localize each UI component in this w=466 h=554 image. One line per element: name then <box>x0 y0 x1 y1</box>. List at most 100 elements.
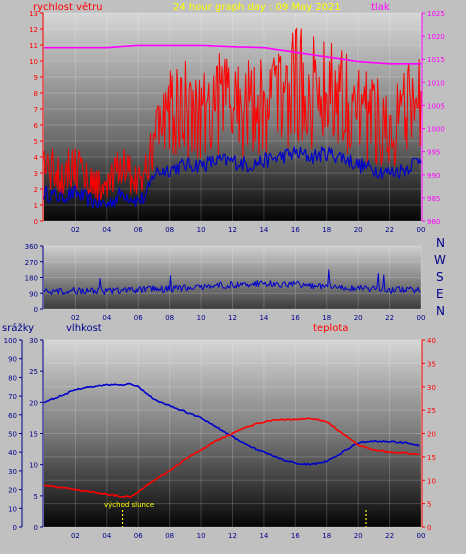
humidity-panel-humidity-tick-15: 15 <box>29 431 38 439</box>
wind-panel-left-tick-7: 7 <box>34 106 38 114</box>
wind-panel-x-tick-00: 00 <box>417 226 426 234</box>
wind-panel-right-tick-1025: 1025 <box>427 10 445 18</box>
humidity-panel-rain-tick-80: 80 <box>8 374 17 382</box>
wind-panel-left-tick-4: 4 <box>34 154 39 162</box>
humidity-panel-x-tick-02: 02 <box>71 532 80 540</box>
wind-panel-left-tick-6: 6 <box>34 122 39 130</box>
wind-panel-x-tick-16: 16 <box>291 226 300 234</box>
wind-panel-x-tick-08: 08 <box>165 226 174 234</box>
humidity-panel-temperature-tick-15: 15 <box>427 454 436 462</box>
series-layer <box>43 27 422 527</box>
wind-speed-series <box>43 27 422 201</box>
wind-panel-right-tick-1015: 1015 <box>427 56 445 64</box>
humidity-panel-temperature-tick-35: 35 <box>427 360 436 368</box>
direction-label-south: S <box>436 270 444 284</box>
humidity-panel-x-tick-12: 12 <box>228 532 237 540</box>
humidity-panel-x-tick-04: 04 <box>102 532 111 540</box>
humidity-panel-temperature-tick-0: 0 <box>427 524 431 532</box>
humidity-panel-rain-tick-50: 50 <box>8 431 17 439</box>
temperature-series <box>43 417 420 499</box>
humidity-panel-temperature-tick-30: 30 <box>427 384 436 392</box>
humidity-panel-temperature-tick-25: 25 <box>427 407 436 415</box>
wind-panel-x-tick-06: 06 <box>134 226 143 234</box>
wind-panel-x-tick-14: 14 <box>259 226 268 234</box>
wind-panel-x-tick-22: 22 <box>385 226 394 234</box>
humidity-panel-temperature-tick-5: 5 <box>427 501 431 509</box>
wind-panel-left-tick-0: 0 <box>34 218 38 226</box>
humidity-panel-x-tick-08: 08 <box>165 532 174 540</box>
wind-panel-right-tick-1000: 1000 <box>427 126 445 134</box>
humidity-panel-temperature-tick-20: 20 <box>427 431 436 439</box>
humidity-panel-x-tick-22: 22 <box>385 532 394 540</box>
axes-layer: 02 04 06 08 10 12 14 16 18 20 22 000123456789101112… <box>4 10 445 540</box>
humidity-panel-x-tick-18: 18 <box>322 532 331 540</box>
direction-panel-x-tick-00: 00 <box>417 314 426 322</box>
wind-panel-right-tick-990: 990 <box>427 172 440 180</box>
direction-panel-x-tick-12: 12 <box>228 314 237 322</box>
temperature-label: teplota <box>313 323 348 334</box>
direction-panel-x-tick-14: 14 <box>259 314 268 322</box>
wind-panel-right-tick-1010: 1010 <box>427 79 445 87</box>
rain-label: srážky <box>2 322 34 334</box>
wind-panel-x-tick-04: 04 <box>102 226 111 234</box>
humidity-panel-rain-tick-70: 70 <box>8 393 17 401</box>
wind-panel-right-tick-1005: 1005 <box>427 102 445 110</box>
wind-panel-left-tick-13: 13 <box>29 10 38 18</box>
wind-panel-left-tick-10: 10 <box>29 58 38 66</box>
humidity-panel-x-tick-14: 14 <box>259 532 268 540</box>
direction-panel-x-tick-02: 02 <box>71 314 80 322</box>
direction-panel-x-tick-10: 10 <box>197 314 206 322</box>
direction-panel-x-tick-08: 08 <box>165 314 174 322</box>
humidity-panel-temperature-tick-10: 10 <box>427 477 436 485</box>
direction-label-west: W <box>434 253 446 267</box>
direction-label-east: E <box>436 287 444 301</box>
direction-panel-x-tick-16: 16 <box>291 314 300 322</box>
wind-panel-left-tick-8: 8 <box>34 90 38 98</box>
humidity-panel-rain-tick-20: 20 <box>8 487 17 495</box>
wind-panel-left-tick-1: 1 <box>34 202 38 210</box>
humidity-panel-x-tick-00: 00 <box>417 532 426 540</box>
humidity-panel-rain-tick-30: 30 <box>8 468 17 476</box>
wind-panel-left-tick-12: 12 <box>29 26 38 34</box>
pressure-label: tlak <box>371 2 390 13</box>
humidity-panel-humidity-tick-30: 30 <box>29 337 38 345</box>
wind-panel-left-tick-3: 3 <box>34 170 38 178</box>
humidity-panel-humidity-tick-5: 5 <box>34 493 38 501</box>
humidity-label: vlhkost <box>66 323 102 334</box>
humidity-panel-x-tick-16: 16 <box>291 532 300 540</box>
wind-speed-label: rychlost větru <box>33 1 103 13</box>
wind-panel-right-tick-985: 985 <box>427 195 440 203</box>
direction-panel-left-tick-0: 0 <box>34 306 38 314</box>
humidity-panel-rain-tick-100: 100 <box>4 337 17 345</box>
humidity-panel-humidity-tick-0: 0 <box>34 524 38 532</box>
wind-panel-x-tick-10: 10 <box>197 226 206 234</box>
wind-panel-left-tick-5: 5 <box>34 138 38 146</box>
wind-panel-x-tick-12: 12 <box>228 226 237 234</box>
wind-panel-right-tick-995: 995 <box>427 149 440 157</box>
wind-panel-left-tick-2: 2 <box>34 186 38 194</box>
direction-panel-x-tick-04: 04 <box>102 314 111 322</box>
humidity-panel-x-tick-06: 06 <box>134 532 143 540</box>
wind-panel-x-tick-02: 02 <box>71 226 80 234</box>
humidity-panel-humidity-tick-20: 20 <box>29 399 38 407</box>
direction-panel-x-tick-06: 06 <box>134 314 143 322</box>
direction-panel-left-tick-270: 270 <box>25 259 38 267</box>
direction-panel-background <box>44 246 421 309</box>
humidity-panel-rain-tick-10: 10 <box>8 505 17 513</box>
humidity-panel-humidity-tick-25: 25 <box>29 368 38 376</box>
direction-panel-x-tick-20: 20 <box>354 314 363 322</box>
direction-panel-left-tick-90: 90 <box>29 290 38 298</box>
wind-panel-x-tick-18: 18 <box>322 226 331 234</box>
humidity-panel-temperature-tick-40: 40 <box>427 337 436 345</box>
direction-panel-left-tick-180: 180 <box>25 275 38 283</box>
wind-panel-right-tick-1020: 1020 <box>427 33 445 41</box>
wind-panel-x-tick-20: 20 <box>354 226 363 234</box>
wind-direction-series <box>43 269 421 295</box>
direction-label-north: N <box>436 236 445 250</box>
direction-panel-x-tick-22: 22 <box>385 314 394 322</box>
humidity-panel-x-tick-20: 20 <box>354 532 363 540</box>
wind-panel-right-tick-980: 980 <box>427 218 440 226</box>
humidity-panel-rain-tick-40: 40 <box>8 449 17 457</box>
humidity-panel-x-tick-10: 10 <box>197 532 206 540</box>
